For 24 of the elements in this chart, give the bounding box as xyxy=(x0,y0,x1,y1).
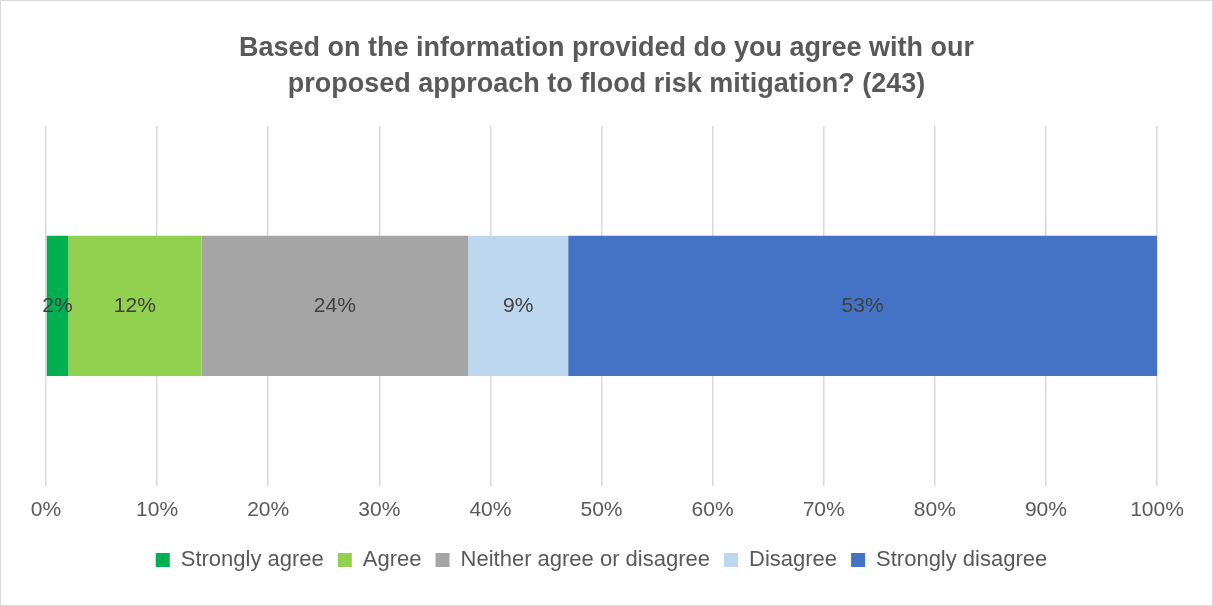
chart-title: Based on the information provided do you agree with our proposed approach to flood risk mitigation? (243) xyxy=(237,31,976,100)
x-tick-label: 20% xyxy=(247,497,290,521)
x-tick-label: 90% xyxy=(1024,497,1067,521)
x-tick-label: 100% xyxy=(1130,497,1184,521)
x-tick-label: 80% xyxy=(913,497,956,521)
legend-label: Disagree xyxy=(749,546,838,572)
bar xyxy=(568,235,1157,377)
legend-label: Agree xyxy=(362,546,422,572)
x-tick-label: 70% xyxy=(802,497,845,521)
x-tick-label: 60% xyxy=(691,497,734,521)
x-tick-label: 30% xyxy=(358,497,401,521)
data-label: 24% xyxy=(313,292,356,316)
data-label: 9% xyxy=(503,292,534,316)
data-label: 12% xyxy=(113,292,156,316)
x-tick-label: 10% xyxy=(136,497,179,521)
legend-label: Strongly disagree xyxy=(876,546,1048,572)
legend-label: Strongly agree xyxy=(180,546,324,572)
bar xyxy=(201,235,469,377)
x-tick-label: 40% xyxy=(469,497,512,521)
legend-label: Neither agree or disagree xyxy=(460,546,711,572)
x-tick-label: 50% xyxy=(580,497,623,521)
data-label: 53% xyxy=(841,292,884,316)
x-tick-label: 0% xyxy=(30,497,62,521)
bar xyxy=(468,235,569,377)
